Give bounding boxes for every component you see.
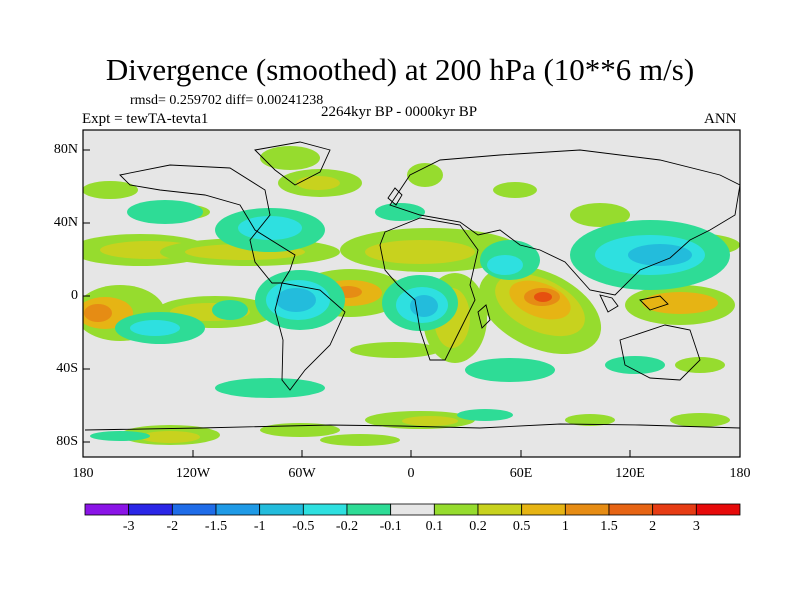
lat-tick-label: 80S xyxy=(56,434,78,449)
colorbar-label: 2 xyxy=(649,519,657,534)
colorbar-swatch xyxy=(390,503,435,516)
contour-region xyxy=(320,434,400,446)
colorbar-label: -0.2 xyxy=(335,519,359,534)
colorbar-label: 3 xyxy=(692,519,700,534)
contour-region xyxy=(90,431,150,441)
colorbar-swatch xyxy=(128,503,173,516)
colorbar-swatch xyxy=(695,503,741,516)
colorbar-swatch xyxy=(477,503,523,516)
lon-tick-label: 120W xyxy=(175,466,211,481)
coastlines xyxy=(84,141,740,431)
contour-region xyxy=(628,244,692,266)
colorbar-swatch xyxy=(215,503,261,516)
lon-tick-label: 180 xyxy=(729,466,751,481)
lat-tick-label: 40N xyxy=(53,215,78,230)
rmsd-diff-stats: rmsd= 0.259702 diff= 0.00241238 xyxy=(130,93,324,108)
south-america-coast xyxy=(274,282,346,391)
contour-region xyxy=(534,292,552,302)
lon-tick-label: 180 xyxy=(72,466,94,481)
contour-region xyxy=(670,413,730,427)
latitude-tick-marks xyxy=(83,149,90,443)
maritime-continent-coast xyxy=(639,295,669,311)
contour-region xyxy=(296,176,340,190)
contour-region xyxy=(493,182,537,198)
madagascar-coast xyxy=(477,304,491,329)
colorbar-swatch xyxy=(259,503,304,516)
antarctica-coast xyxy=(84,423,740,431)
colorbar-swatch xyxy=(433,503,479,516)
colorbar-swatch xyxy=(302,503,348,516)
colorbar-label: -0.1 xyxy=(379,519,402,534)
contour-region xyxy=(487,255,523,275)
contour-region xyxy=(675,357,725,373)
contour-region xyxy=(570,203,630,227)
lon-tick-label: 120E xyxy=(615,466,645,481)
contour-region xyxy=(238,216,302,240)
contour-region xyxy=(407,163,443,187)
colorbar-swatch xyxy=(521,503,566,516)
plot-title: Divergence (smoothed) at 200 hPa (10**6 … xyxy=(105,52,695,87)
colorbar-swatch xyxy=(652,503,697,516)
season-label: ANN xyxy=(704,111,737,127)
contour-region xyxy=(350,342,440,358)
colorbar-label: 0.1 xyxy=(425,519,444,534)
longitude-tick-marks xyxy=(82,450,741,457)
lat-tick-label: 80N xyxy=(53,142,78,157)
contour-region xyxy=(375,203,425,221)
british-isles-coast xyxy=(387,187,403,206)
contour-region xyxy=(260,146,320,170)
colorbar-swatch xyxy=(84,503,130,516)
colorbar-swatch xyxy=(346,503,392,516)
divergence-field xyxy=(83,130,740,457)
contour-region xyxy=(140,431,200,443)
contour-region xyxy=(565,414,615,426)
colorbar-label: 1.5 xyxy=(600,519,618,534)
colorbar-label: -1.5 xyxy=(204,519,228,534)
lon-tick-label: 60E xyxy=(509,466,533,481)
colorbar-label: -3 xyxy=(122,519,135,534)
australia-coast xyxy=(619,324,701,381)
colorbar-label: 1 xyxy=(561,519,569,534)
contour-region xyxy=(402,416,458,426)
colorbar-label: -1 xyxy=(253,519,266,534)
colorbar-swatch xyxy=(608,503,654,516)
colorbar-label: 0.5 xyxy=(512,519,531,534)
maritime-continent-coast xyxy=(599,294,619,313)
lon-tick-label: 60W xyxy=(288,466,316,481)
contour-region xyxy=(410,295,438,317)
contour-region xyxy=(465,358,555,382)
lat-tick-label: 40S xyxy=(56,361,78,376)
lat-tick-label: 0 xyxy=(71,288,78,303)
contour-region xyxy=(457,409,513,421)
contour-region xyxy=(84,304,112,322)
africa-coast xyxy=(379,217,479,361)
colorbar-swatch xyxy=(564,503,610,516)
contour-region xyxy=(605,356,665,374)
colorbar-label: -2 xyxy=(166,519,179,534)
colorbar-label: 0.2 xyxy=(469,519,487,534)
time-period-label: 2264kyr BP - 0000kyr BP xyxy=(321,104,478,120)
greenland-coast xyxy=(254,141,331,186)
lon-tick-label: 0 xyxy=(407,466,415,481)
contour-region xyxy=(642,292,718,314)
experiment-label: Expt = tewTA-tevta1 xyxy=(82,111,209,127)
contour-region xyxy=(276,288,316,312)
contour-region xyxy=(127,200,203,224)
contour-region xyxy=(365,240,475,264)
contour-region xyxy=(83,181,138,199)
colorbar-label: -0.5 xyxy=(292,519,315,534)
eurasia-coast xyxy=(389,149,740,296)
contour-region xyxy=(215,378,325,398)
contour-region xyxy=(212,300,248,320)
colorbar xyxy=(84,503,741,516)
negative-divergence-regions xyxy=(90,200,730,441)
contour-region xyxy=(130,320,180,336)
colorbar-swatch xyxy=(171,503,217,516)
